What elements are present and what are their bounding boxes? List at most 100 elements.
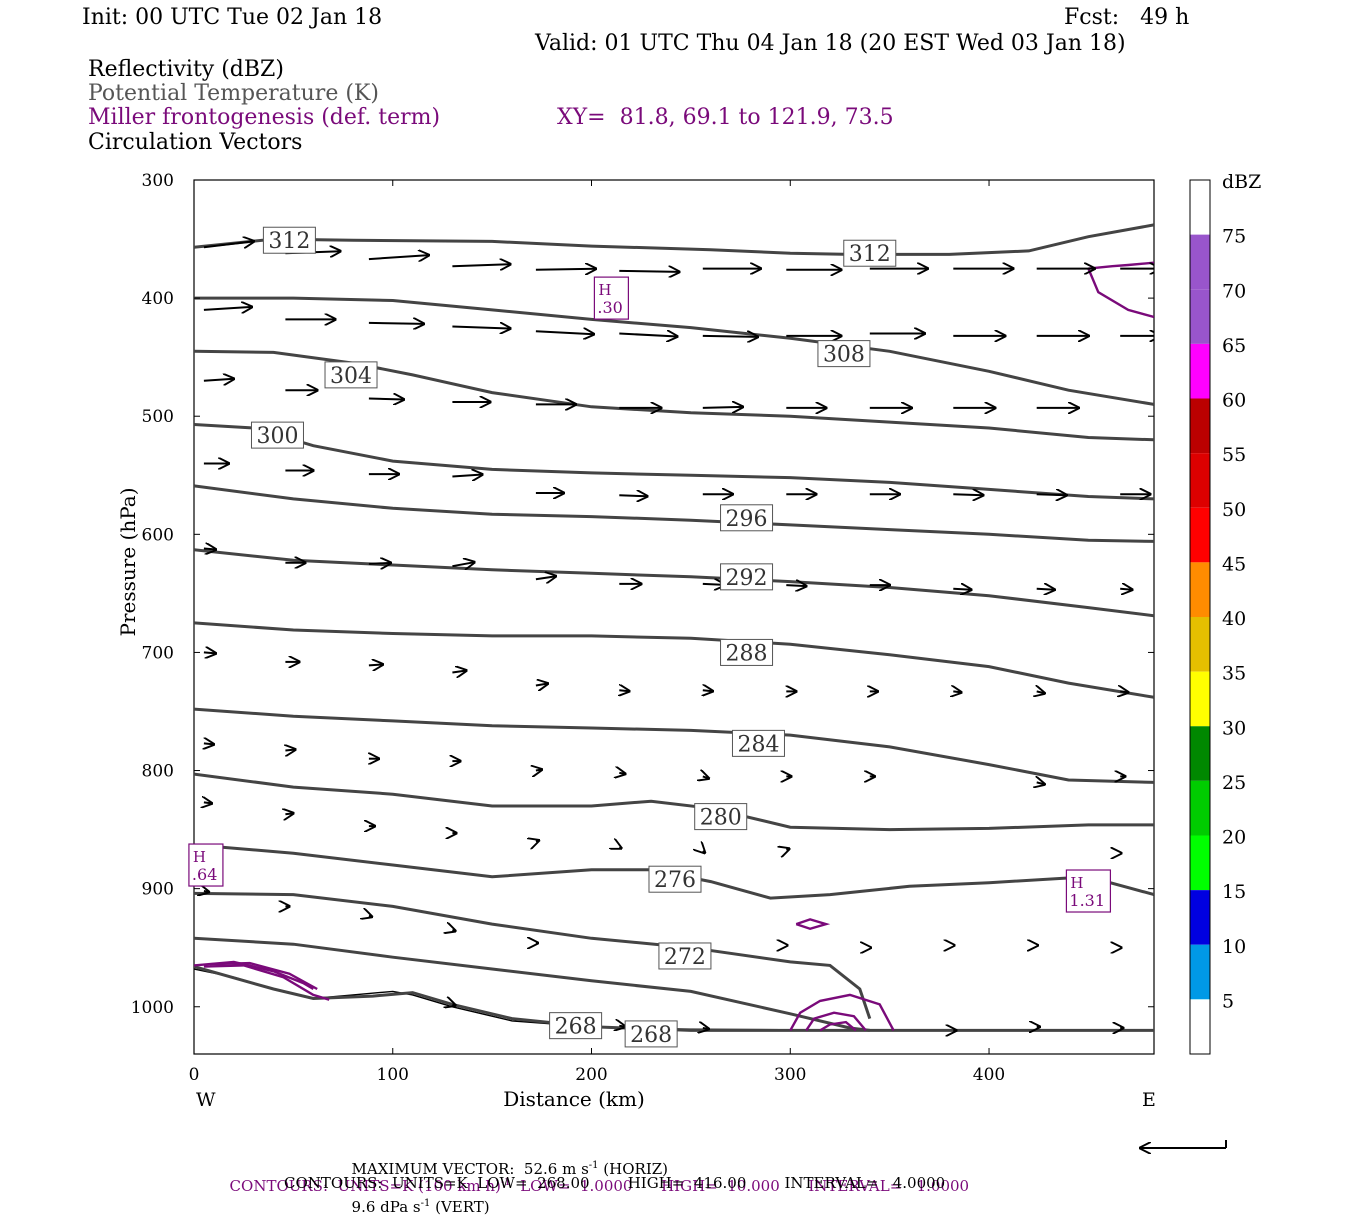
- theta-label-box: [250, 421, 304, 449]
- circulation-vector: [619, 847, 621, 848]
- frontogenesis-contour: [209, 961, 318, 991]
- frontogenesis-max-label: H: [598, 281, 611, 299]
- circulation-vector: [702, 336, 758, 337]
- field-potential-temperature: Potential Temperature (K): [88, 81, 379, 106]
- colorbar-segment: [1190, 289, 1210, 344]
- x-tick-label: 300: [774, 1065, 806, 1085]
- circulation-vector: [535, 269, 596, 270]
- frontogenesis-maxima: H.30H.64 H1.31: [188, 276, 1112, 913]
- colorbar-tick-label: 55: [1222, 444, 1246, 466]
- theta-label: 308: [823, 343, 865, 368]
- colorbar-segment: [1190, 180, 1210, 235]
- colorbar-segment: [1190, 617, 1210, 672]
- valid-time: Valid: 01 UTC Thu 04 Jan 18 (20 EST Wed …: [535, 31, 1126, 56]
- cross-section-coordinates: XY= 81.8, 69.1 to 121.9, 73.5: [557, 105, 894, 130]
- colorbar-segment: [1190, 890, 1210, 945]
- colorbar-tick-label: 15: [1222, 881, 1246, 903]
- plot-frame: [193, 179, 1155, 1055]
- forecast-hour: Fcst: 49 h: [1064, 5, 1190, 30]
- theta-label-box: [720, 563, 774, 591]
- colorbar-tick-label: 35: [1222, 663, 1246, 685]
- circulation-vector: [786, 849, 789, 850]
- circulation-vector: [368, 664, 383, 665]
- theta-contour-272: [194, 891, 872, 1020]
- colorbar-title: dBZ: [1222, 171, 1261, 193]
- circulation-vector: [285, 813, 293, 814]
- circulation-vector: [203, 652, 216, 653]
- y-axis-title: Pressure (hPa): [116, 488, 140, 637]
- colorbar-tick-label: 60: [1222, 390, 1246, 412]
- circulation-vector: [1036, 589, 1055, 590]
- theta-label: 280: [700, 806, 742, 831]
- circulation-vector: [619, 334, 677, 337]
- circulation-vector: [203, 307, 252, 310]
- frontogenesis-contour: [805, 1011, 867, 1032]
- field-frontogenesis: Miller frontogenesis (def. term): [88, 105, 441, 130]
- y-tick-label: 700: [142, 643, 174, 663]
- frontogenesis-max-value: .30: [597, 298, 622, 317]
- circulation-vector: [452, 1004, 455, 1005]
- theta-label: 288: [726, 641, 768, 666]
- colorbar-segment: [1190, 999, 1210, 1054]
- init-time: Init: 00 UTC Tue 02 Jan 18: [82, 5, 383, 30]
- colorbar-segment: [1190, 726, 1210, 781]
- circulation-vector: [786, 585, 806, 586]
- circulation-vector: [204, 743, 214, 744]
- circulation-vector: [1120, 589, 1132, 590]
- theta-label-box: [694, 803, 748, 831]
- circulation-vector: [452, 562, 474, 566]
- frontogenesis-contour: [1087, 268, 1154, 319]
- circulation-vector: [368, 323, 424, 324]
- frontogenesis-max-box: [188, 843, 224, 887]
- theta-label: 312: [849, 242, 891, 267]
- frontogenesis-max-label: H: [193, 848, 206, 866]
- circulation-vector: [368, 255, 429, 259]
- circulation-vector: [535, 684, 548, 686]
- circulation-vector: [1120, 691, 1128, 692]
- frontogenesis-max-value: 1.31: [1069, 891, 1105, 910]
- theta-contour-292: [194, 548, 1154, 618]
- circulation-vector: [1037, 782, 1045, 784]
- theta-label-box: [624, 1020, 678, 1048]
- circulation-vector: [452, 930, 455, 931]
- theta-label: 268: [555, 1015, 597, 1040]
- theta-contour-276: [194, 843, 1154, 900]
- frontogenesis-max-box: [593, 276, 629, 320]
- colorbar-tick-label: 10: [1222, 936, 1246, 958]
- x-tick-label: 100: [377, 1065, 409, 1085]
- theta-contour-288: [194, 621, 1154, 699]
- circulation-vector: [619, 271, 679, 272]
- theta-label: 292: [726, 566, 768, 591]
- reference-vector: [1140, 1140, 1227, 1148]
- colorbar-segment: [1190, 453, 1210, 508]
- theta-contour-info: CONTOURS: UNITS=K LOW= 268.00 HIGH= 416.…: [284, 1174, 946, 1192]
- theta-label: 296: [726, 507, 768, 532]
- colorbar-segment: [1190, 343, 1210, 399]
- theta-label: 268: [630, 1023, 672, 1048]
- circulation-vector: [953, 589, 971, 590]
- circulation-vector: [368, 399, 404, 400]
- circulation-vector: [535, 331, 594, 334]
- theta-contour-284: [194, 707, 1154, 784]
- colorbar-tick-label: 50: [1222, 499, 1246, 521]
- y-tick-label: 1000: [131, 998, 174, 1018]
- theta-label-box: [843, 239, 897, 267]
- circulation-vector: [452, 264, 510, 266]
- theta-label-box: [720, 638, 774, 666]
- theta-label: 272: [664, 945, 706, 970]
- y-tick-label: 600: [142, 525, 174, 545]
- circulation-vector: [619, 690, 629, 691]
- circulation-vector: [702, 407, 743, 408]
- field-circulation-vectors: Circulation Vectors: [88, 130, 303, 155]
- theta-label-box: [817, 340, 871, 368]
- theta-contour-280: [194, 772, 1154, 832]
- colorbar-tick-label: 65: [1222, 335, 1246, 357]
- theta-label-box: [720, 504, 774, 532]
- frontogenesis-contour: [1088, 261, 1154, 270]
- theta-label-box: [658, 942, 712, 970]
- frontogenesis-max-value: .64: [192, 865, 217, 884]
- x-axis-title: Distance (km): [503, 1087, 645, 1111]
- axes: 300 400 500 600 700 800 900 1000 0 100 200 300 400 Di…: [116, 171, 1156, 1111]
- frontogenesis-contour-info: CONTOURS: UNITS=K (100 km h)-1 LOW= 1.00…: [220, 1157, 970, 1195]
- theta-contour-304: [194, 349, 1154, 442]
